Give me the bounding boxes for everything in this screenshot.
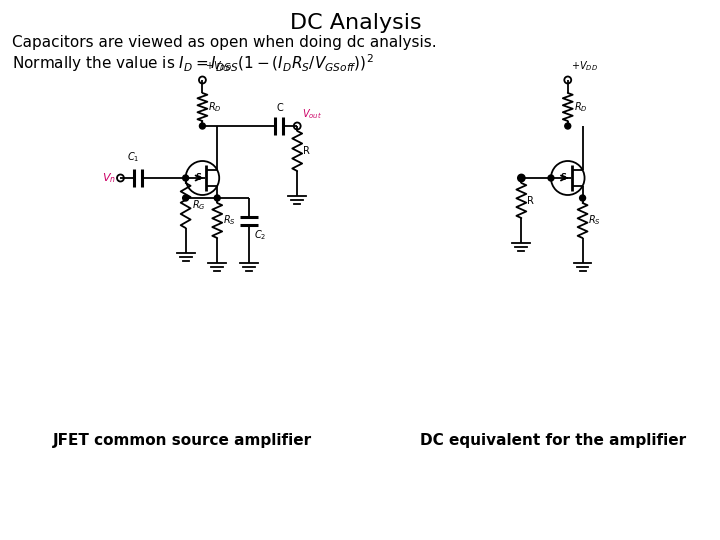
Text: Normally the value is $I_D = I_{DSS}(1 - (I_DR_S/V_{GSoff}))^2$: Normally the value is $I_D = I_{DSS}(1 -…: [12, 52, 374, 73]
Text: $C_2$: $C_2$: [253, 228, 266, 242]
Text: $V_{out}$: $V_{out}$: [302, 107, 322, 121]
Text: $R_G$: $R_G$: [192, 199, 205, 212]
Text: $R_S$: $R_S$: [223, 214, 236, 227]
Circle shape: [548, 175, 554, 181]
Text: R: R: [527, 195, 534, 206]
Text: $R_D$: $R_D$: [574, 100, 588, 114]
Circle shape: [518, 175, 524, 181]
Circle shape: [199, 123, 205, 129]
Circle shape: [580, 195, 585, 201]
Text: DC equivalent for the amplifier: DC equivalent for the amplifier: [420, 433, 686, 448]
Text: Capacitors are viewed as open when doing dc analysis.: Capacitors are viewed as open when doing…: [12, 35, 436, 50]
Text: JFET common source amplifier: JFET common source amplifier: [53, 433, 312, 448]
Text: S: S: [195, 173, 202, 183]
Circle shape: [215, 195, 220, 201]
Text: R: R: [303, 146, 310, 156]
Text: $R_D$: $R_D$: [208, 100, 222, 114]
Text: C: C: [276, 103, 283, 113]
Circle shape: [183, 175, 189, 181]
Text: $V_n$: $V_n$: [102, 171, 115, 185]
Circle shape: [183, 195, 189, 201]
Circle shape: [564, 123, 571, 129]
Text: S: S: [561, 173, 567, 183]
Text: $C_1$: $C_1$: [127, 150, 140, 164]
Text: $+V_{DD}$: $+V_{DD}$: [571, 59, 598, 73]
Text: $R_S$: $R_S$: [588, 214, 601, 227]
Text: $+V_{DD}$: $+V_{DD}$: [205, 59, 233, 73]
Text: DC Analysis: DC Analysis: [289, 13, 421, 33]
